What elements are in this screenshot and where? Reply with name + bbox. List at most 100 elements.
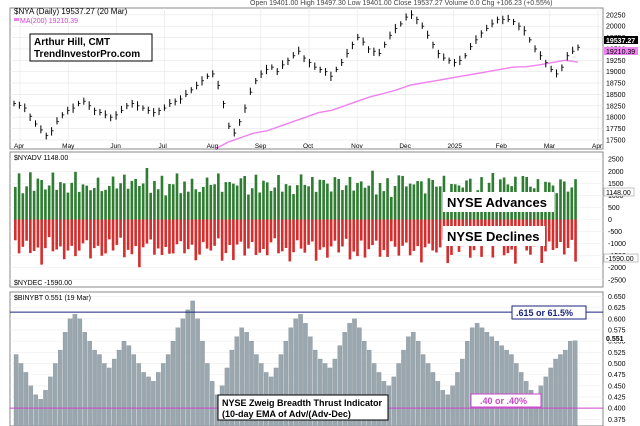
advances-bar [363,187,367,220]
declines-bar [145,219,149,244]
declines-bar [359,219,363,241]
declines-bar [574,219,577,262]
zbt-bar [229,349,235,426]
advances-bar [55,189,58,220]
breadth-y-tick: 1000 [608,193,624,200]
declines-bar [311,219,314,242]
declines-bar [363,219,367,258]
zbt-bar [401,349,406,426]
ma-value-tag [604,47,638,55]
zbt-bar [160,363,166,426]
zbt-bar [548,367,553,426]
zbt-bar [572,340,578,426]
zbt-y-tick: 0.550 [608,339,626,346]
declines-bar [318,219,322,250]
declines-bar [164,219,168,247]
price-y-tick: 17750 [606,126,626,133]
declines-bar [386,219,389,257]
zbt-bar [283,340,289,426]
zbt-bar [87,340,92,426]
breadth-y-tick: 1500 [608,181,624,188]
zbt-bar [121,340,127,426]
advances-bar [247,194,250,220]
zbt-bar [460,358,465,426]
lower-line-callout [470,393,542,408]
declines-bar [108,219,111,240]
price-y-tick: 18250 [606,103,626,110]
advances-bar [408,183,412,220]
declines-bar [352,219,356,252]
advances-bar [420,181,423,220]
zbt-bar [391,376,396,426]
declines-bar [292,219,295,253]
advances-bar [318,179,322,220]
advances-bar [134,179,137,220]
declines-bar [92,219,96,249]
declines-bar [544,219,547,252]
declines-bar [138,219,141,268]
advances-bar [326,183,329,220]
advances-bar [183,181,186,220]
advances-bar [303,184,307,220]
advances-bar [138,185,141,220]
advances-bar [322,180,325,220]
advances-bar [77,191,81,220]
price-y-tick: 18000 [606,115,626,122]
zbt-bar [342,332,347,426]
declines-bar [85,219,89,241]
declines-bar [265,219,269,256]
ma200-line [214,59,579,150]
zbt-legend: $BINYBT 0.551 (19 Mar) [14,295,91,302]
declines-bar [273,219,277,239]
advances-bar [149,192,152,220]
declines-bar [179,219,183,242]
declines-bar [21,219,25,247]
advances-bar [190,178,194,220]
price-y-tick: 19250 [606,58,626,65]
zbt-bar [126,345,132,426]
zbt-bar [23,372,29,426]
credit-site: TrendInvestorPro.com [34,49,140,60]
declines-bar [156,219,160,249]
zbt-bar [102,363,107,426]
zbt-bar [48,376,53,426]
declines-bar [171,219,175,254]
declines-bar [562,219,566,255]
zbt-bar [205,363,210,426]
advances-bar [156,189,160,220]
price-y-tick: 20250 [606,12,626,19]
zbt-bar [357,327,362,426]
zbt-y-tick: 0.650 [608,294,626,301]
zbt-bar [366,349,372,426]
breadth-y-tick: 2500 [608,157,624,164]
advances-bar [416,181,419,220]
advances-bar [119,183,122,220]
zbt-bar [38,399,43,426]
advances-bar [378,183,382,220]
advances-callout-text: NYSE Advances [447,195,547,210]
price-y-tick: 18500 [606,92,626,99]
advances-bar [344,185,348,220]
advances-bar [412,184,416,220]
zbt-bar [484,332,490,426]
zbt-bar [308,336,313,426]
advances-bar [171,184,175,220]
breadth-y-tick: 0 [608,217,612,224]
advances-bar [44,189,47,220]
declines-bar [329,219,333,247]
zbt-bar [455,372,460,426]
advances-bar [220,191,224,220]
advances-bar [382,191,386,220]
advances-bar [277,175,280,220]
declines-bar [55,219,58,250]
zbt-bar [504,349,509,426]
advances-legend: $NYADV 1148.00 [14,155,68,162]
advances-bar [386,178,389,220]
advances-bar [333,177,337,220]
zbt-bar [362,340,367,426]
declines-bar [213,219,216,246]
advances-bar [51,172,55,220]
zbt-bar [141,372,146,426]
advances-bar [160,175,164,220]
declines-bar [186,219,190,250]
